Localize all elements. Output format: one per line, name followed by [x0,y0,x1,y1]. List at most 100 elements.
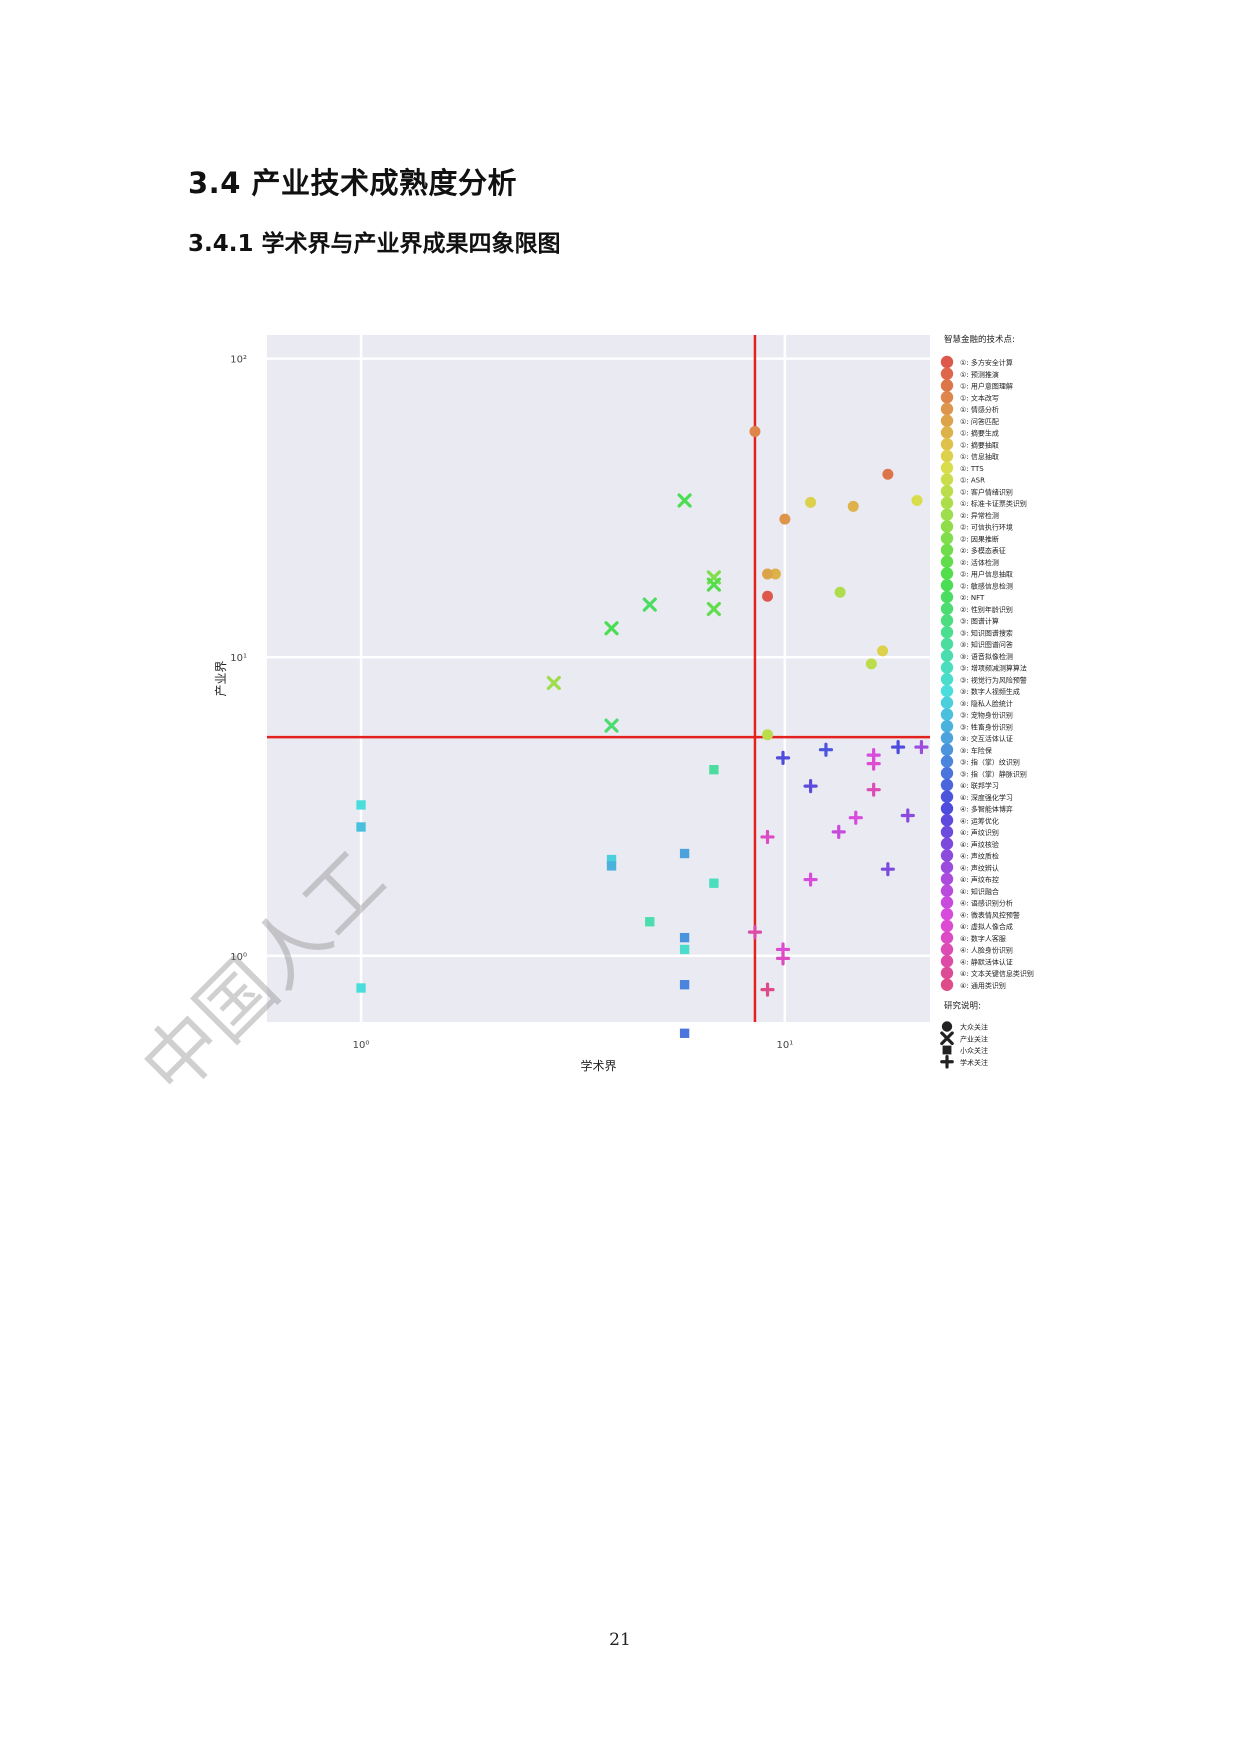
legend-hue-swatch [940,825,954,839]
legend-hue-swatch [940,402,954,416]
legend-hue-label: ②: NFT [960,594,985,602]
legend-hue-swatch [940,614,954,627]
legend-hue-label: ①: 标准卡证票类识别 [960,499,1027,508]
data-point [866,782,881,797]
legend-hue-swatch [940,720,954,733]
legend-hue-label: ①: 多方安全计算 [960,358,1013,367]
legend-hue-swatch [940,919,954,933]
legend-hue-label: ②: 性别年龄识别 [960,605,1013,614]
legend-style-swatch [940,1031,954,1046]
data-point [805,496,817,508]
legend-hue-swatch [940,743,954,756]
legend-style-label: 产业关注 [960,1034,988,1043]
data-point [891,739,906,755]
legend-hue-label: ④: 多智能体博弈 [960,805,1013,814]
x-tick-label: 10⁰ [353,1040,370,1051]
data-point [831,824,846,839]
legend-hue-swatch [940,590,954,604]
legend-hue-swatch [940,579,954,592]
legend-hue-label: ①: 用户意图理解 [960,382,1013,391]
data-point [679,848,690,859]
data-point [762,729,774,741]
legend-hue-label: ④: 微表情风控预警 [960,910,1020,919]
data-point [677,493,692,508]
data-point [356,800,366,810]
legend-style-swatch [942,1045,952,1055]
legend-hue-swatch [940,884,954,897]
legend-hue-label: ④: 语感识别分析 [960,899,1013,908]
y-tick-label: 10¹ [230,653,247,664]
legend-hue-label: ④: 知识融合 [960,887,999,896]
data-point [709,765,719,775]
legend-hue-label: ③: 增项频减测算算法 [960,664,1027,673]
data-point [762,568,774,580]
data-point [604,718,619,733]
quadrant-scatter-chart: 10⁰ 10¹ 10⁰ 10¹ 10² 学术界 产业界 智慧金融的技术点: ①: 多方安… [214,334,1034,1073]
legend-hue-label: ③: 隐私人脸统计 [960,699,1013,708]
legend-hue-swatch [940,673,954,686]
legend-hue-swatch [940,943,954,956]
legend-hue-swatch [940,755,954,768]
legend-hue-label: ③: 交互活体认证 [960,734,1013,743]
legend-hue-label: ③: 车险保 [960,746,992,755]
data-point [642,597,657,612]
legend-hue-label: ①: 摘要抽取 [960,440,999,449]
legend-hue-swatch [940,508,954,521]
legend: 智慧金融的技术点: ①: 多方安全计算 ①: 预测推演 ①: 用户意图理解 ①: 文本… [940,334,1034,1069]
legend-hue-label: ④: 声纹布控 [960,875,999,884]
legend-hue-swatch [940,767,954,780]
data-point [706,577,721,592]
legend-hue-swatch [940,567,954,580]
data-point [775,951,791,966]
grid-lines [267,335,930,1022]
legend-hue-label: ③: 知识图谱搜索 [960,628,1013,637]
legend-hue-label: ②: 可信执行环境 [960,523,1013,532]
data-point [847,500,859,512]
legend-hue-swatch [940,684,954,698]
data-point [762,590,774,602]
x-axis-label: 学术界 [580,1058,616,1073]
legend-hue-swatch [940,731,954,745]
legend-style-swatch [941,1021,953,1032]
legend-style-label: 大众关注 [960,1023,988,1032]
legend-hue-label: ③: 宠物身份识别 [960,711,1013,720]
legend-hue-swatch [940,837,954,850]
legend-hue-swatch [940,861,954,874]
legend-hue-swatch [940,555,954,568]
legend-hue-swatch [940,602,954,615]
legend-hue-label: ④: 声纹识别 [960,828,999,837]
plot-background [267,335,930,1022]
page-number: 21 [609,1630,631,1650]
legend-hue-label: ④: 声纹核验 [960,840,999,849]
legend-hue-label: ①: 客户情绪识别 [960,487,1013,496]
legend-style-label: 学术关注 [960,1058,988,1067]
legend-hue-label: ②: 敏感信息检测 [960,581,1013,590]
legend-hue-swatch [940,496,954,510]
data-point [818,742,834,757]
legend-style-title: 研究说明: [944,1001,981,1012]
legend-hue-swatch [940,896,954,909]
legend-hue-label: ①: 信息抽取 [960,452,999,461]
legend-hue-label: ②: 异常检测 [960,511,999,520]
legend-hue-label: ④: 静默活体认证 [960,957,1013,966]
section-title: 3.4 产业技术成熟度分析 [188,166,517,200]
data-point [747,925,763,940]
legend-hue-label: ④: 数字人客服 [960,934,1006,943]
legend-hue-swatch [940,485,954,498]
legend-hue-label: ③: 图谱计算 [960,617,999,626]
legend-hue-swatch [940,849,954,862]
data-point [749,426,761,438]
legend-hue-swatch [940,872,954,886]
legend-hue-swatch [940,978,954,991]
data-point [775,750,791,765]
data-point [866,756,881,771]
data-point [865,658,877,670]
legend-hue-swatch [940,778,954,792]
legend-hue-swatch [940,414,954,427]
data-points [356,426,929,1038]
legend-hue-label: ①: 情感分析 [960,405,999,414]
legend-hue-label: ③: 语音拟像检测 [960,652,1013,661]
legend-hue-label: ①: 文本改写 [960,393,999,402]
legend-hue-swatch [940,814,954,827]
legend-hue-label: ①: 预测推演 [960,370,999,379]
